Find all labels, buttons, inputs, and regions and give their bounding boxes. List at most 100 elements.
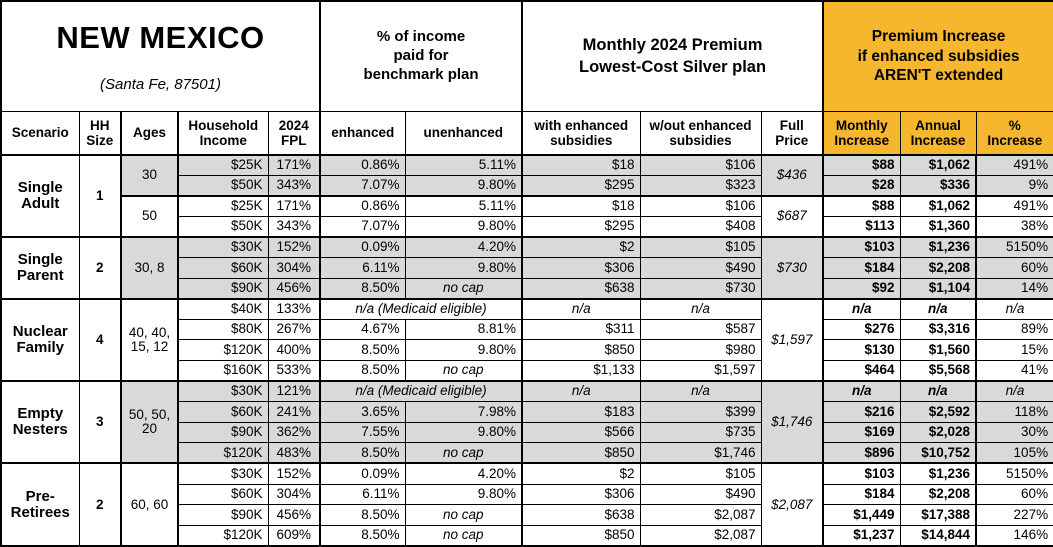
without-subsidies-premium-cell: $105	[639, 235, 762, 258]
table-row: $120K 483% 8.50% no cap $850 $1,746 $896…	[1, 442, 1053, 464]
enhanced-pct-cell: 0.09%	[319, 235, 406, 258]
without-subsidies-premium-cell: $1,597	[639, 359, 762, 382]
monthly-increase-cell: $88	[822, 153, 901, 176]
unenhanced-pct-cell: no cap	[404, 504, 523, 526]
income-cell: $40K	[177, 297, 269, 320]
pct-increase-cell: 15%	[975, 339, 1053, 361]
unenhanced-pct-cell: no cap	[404, 277, 523, 300]
fpl-cell: 609%	[267, 524, 321, 547]
table-row: Nuclear Family 4 40, 40, 15, 12 $40K 133…	[0, 297, 1053, 382]
state-subtitle: (Santa Fe, 87501)	[100, 76, 221, 93]
table-row: $90K 362% 7.55% 9.80% $566 $735 $169 $2,…	[1, 421, 1053, 444]
col-header-without-subsidies: w/out enhanced subsidies	[639, 111, 762, 155]
enhanced-pct-cell: 4.67%	[319, 318, 406, 341]
pct-increase-cell: 14%	[975, 277, 1053, 300]
income-cell: $120K	[177, 524, 269, 547]
with-subsidies-premium-cell: $1,133	[521, 359, 641, 382]
table-header: NEW MEXICO (Santa Fe, 87501) % of income…	[0, 0, 1053, 155]
without-subsidies-premium-cell: $2,087	[639, 504, 762, 526]
monthly-increase-cell: $113	[822, 215, 901, 238]
table-row: Pre-Retirees 2 60, 60 $30K 152% 0.09% 4.…	[0, 462, 1053, 547]
with-subsidies-premium-cell: $850	[521, 524, 641, 547]
income-cell: $25K	[177, 194, 269, 217]
annual-increase-cell: $2,592	[899, 401, 977, 423]
enhanced-pct-cell: 8.50%	[319, 277, 406, 300]
annual-increase-cell: $2,028	[899, 421, 977, 444]
ages-cell: 30	[120, 153, 179, 197]
scenario-cell: Pre-Retirees	[0, 462, 80, 547]
enhanced-pct-cell: 8.50%	[319, 524, 406, 547]
pct-increase-cell: 491%	[975, 194, 1053, 217]
fpl-cell: 456%	[267, 504, 321, 526]
with-subsidies-premium-cell: $2	[521, 462, 641, 485]
annual-increase-cell: $1,236	[899, 235, 977, 258]
unenhanced-pct-cell: 4.20%	[404, 462, 523, 485]
pct-increase-cell: 30%	[975, 421, 1053, 444]
table-row: $50K 343% 7.07% 9.80% $295 $323 $28 $336…	[1, 174, 1053, 197]
col-header-full-price: Full Price	[760, 111, 824, 155]
hh-size-cell: 4	[78, 297, 122, 382]
enhanced-pct-cell: 7.07%	[319, 215, 406, 238]
col-header-ages: Ages	[120, 111, 179, 155]
without-subsidies-premium-cell: $980	[639, 339, 762, 361]
annual-increase-cell: $1,062	[899, 153, 977, 176]
annual-increase-cell: $10,752	[899, 442, 977, 464]
table-row: $60K 241% 3.65% 7.98% $183 $399 $216 $2,…	[1, 401, 1053, 423]
monthly-increase-cell: $184	[822, 256, 901, 279]
hh-size-cell: 2	[78, 235, 122, 300]
table-row: $160K 533% 8.50% no cap $1,133 $1,597 $4…	[1, 359, 1053, 382]
fpl-cell: 121%	[267, 380, 321, 403]
with-subsidies-premium-cell: $295	[521, 215, 641, 238]
monthly-increase-cell: $169	[822, 421, 901, 444]
annual-increase-cell: n/a	[899, 297, 977, 320]
full-price-cell: $730	[760, 235, 824, 300]
with-subsidies-premium-cell: $295	[521, 174, 641, 197]
table-row: $80K 267% 4.67% 8.81% $311 $587 $276 $3,…	[1, 318, 1053, 341]
table-row: $60K 304% 6.11% 9.80% $306 $490 $184 $2,…	[1, 256, 1053, 279]
without-subsidies-premium-cell: $399	[639, 401, 762, 423]
fpl-cell: 343%	[267, 215, 321, 238]
fpl-cell: 362%	[267, 421, 321, 444]
enhanced-pct-cell: 8.50%	[319, 442, 406, 464]
with-subsidies-premium-cell: $183	[521, 401, 641, 423]
without-subsidies-premium-cell: $408	[639, 215, 762, 238]
enhanced-pct-cell: 8.50%	[319, 359, 406, 382]
unenhanced-pct-cell: 4.20%	[404, 235, 523, 258]
ages-cell: 50, 50, 20	[120, 380, 179, 464]
monthly-increase-cell: n/a	[822, 380, 901, 403]
column-header-row: Scenario HH Size Ages Household Income 2…	[0, 111, 1053, 155]
without-subsidies-premium-cell: $323	[639, 174, 762, 197]
increase-group-header: Premium Increase if enhanced subsidies A…	[822, 0, 1053, 112]
fpl-cell: 456%	[267, 277, 321, 300]
annual-increase-cell: $1,360	[899, 215, 977, 238]
without-subsidies-premium-cell: $587	[639, 318, 762, 341]
monthly-increase-cell: $896	[822, 442, 901, 464]
with-subsidies-premium-cell: $2	[521, 235, 641, 258]
fpl-cell: 171%	[267, 194, 321, 217]
unenhanced-pct-cell: 9.80%	[404, 421, 523, 444]
unenhanced-pct-cell: 9.80%	[404, 483, 523, 506]
monthly-increase-cell: $130	[822, 339, 901, 361]
without-subsidies-premium-cell: $735	[639, 421, 762, 444]
with-subsidies-premium-cell: n/a	[521, 380, 641, 403]
monthly-increase-cell: $103	[822, 462, 901, 485]
pct-increase-cell: n/a	[975, 297, 1053, 320]
income-cell: $60K	[177, 401, 269, 423]
col-header-enhanced: enhanced	[319, 111, 406, 155]
with-subsidies-premium-cell: $18	[521, 153, 641, 176]
fpl-cell: 267%	[267, 318, 321, 341]
annual-increase-cell: $2,208	[899, 483, 977, 506]
annual-increase-cell: $17,388	[899, 504, 977, 526]
benchmark-group-header: % of income paid for benchmark plan	[319, 0, 523, 112]
income-cell: $30K	[177, 235, 269, 258]
monthly-increase-cell: $88	[822, 194, 901, 217]
table-body: Single Adult 1 30 $25K 171% 0.86% 5.11% …	[0, 153, 1053, 547]
scenario-cell: Empty Nesters	[0, 380, 80, 464]
pct-increase-cell: 105%	[975, 442, 1053, 464]
pct-increase-cell: 146%	[975, 524, 1053, 547]
monthly-increase-cell: $92	[822, 277, 901, 300]
state-title: NEW MEXICO	[56, 20, 265, 55]
with-subsidies-premium-cell: $311	[521, 318, 641, 341]
enhanced-pct-cell: 6.11%	[319, 483, 406, 506]
